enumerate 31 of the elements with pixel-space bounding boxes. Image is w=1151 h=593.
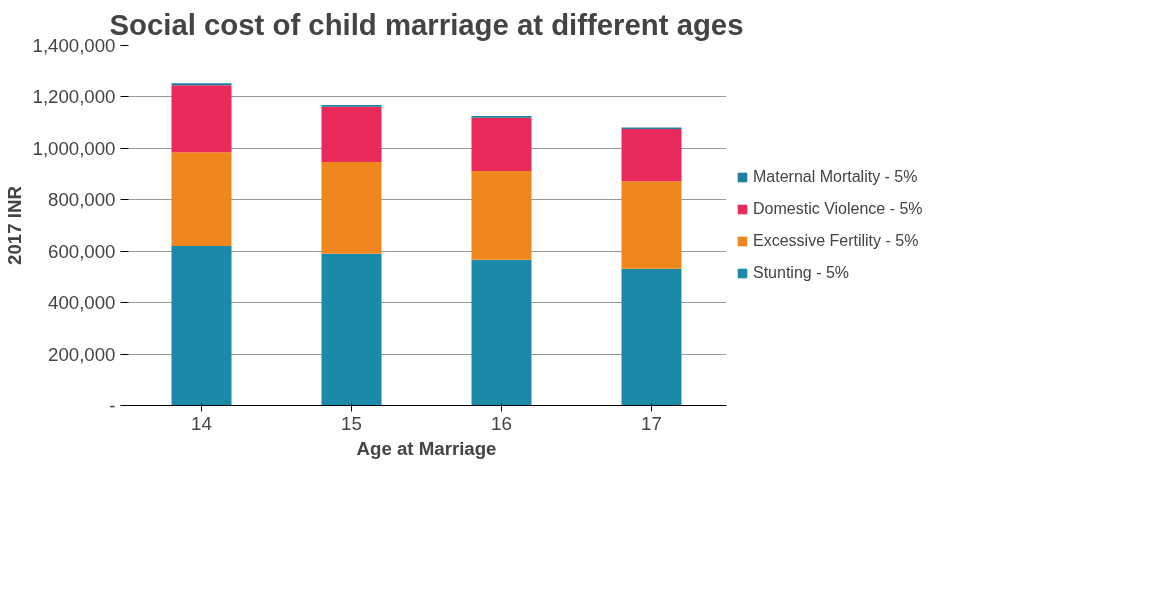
bar xyxy=(171,246,232,406)
bar xyxy=(171,83,232,86)
y-tick-label: 1,200,000 xyxy=(32,86,116,108)
legend-label: Maternal Mortality - 5% xyxy=(753,168,918,186)
bar xyxy=(321,253,382,406)
x-tick-label: 17 xyxy=(641,412,662,434)
x-tick-label: 14 xyxy=(191,412,212,434)
x-tick-label: 16 xyxy=(491,412,512,434)
x-tick-label: 15 xyxy=(341,412,362,434)
y-tick-label: 1,400,000 xyxy=(32,35,116,56)
bar xyxy=(471,170,532,260)
bar xyxy=(471,259,532,406)
bar xyxy=(171,152,232,247)
bar xyxy=(621,268,682,406)
bar xyxy=(471,117,532,171)
y-tick-label: - xyxy=(109,395,116,416)
y-tick-label: 800,000 xyxy=(48,189,116,211)
bar xyxy=(321,106,382,162)
bar xyxy=(621,181,682,269)
bar xyxy=(321,161,382,254)
x-axis-title: Age at Marriage xyxy=(356,437,497,459)
y-axis-title: 2017 INR xyxy=(3,185,25,265)
y-tick-label: 600,000 xyxy=(48,240,116,262)
bar xyxy=(171,85,232,153)
y-tick-label: 200,000 xyxy=(48,343,116,365)
y-tick-label: 1,000,000 xyxy=(32,137,116,159)
legend-label: Domestic Violence - 5% xyxy=(753,200,923,218)
legend-label: Excessive Fertility - 5% xyxy=(753,232,919,250)
legend-label: Stunting - 5% xyxy=(753,264,850,282)
bar xyxy=(621,129,682,182)
y-tick-label: 400,000 xyxy=(48,292,116,314)
